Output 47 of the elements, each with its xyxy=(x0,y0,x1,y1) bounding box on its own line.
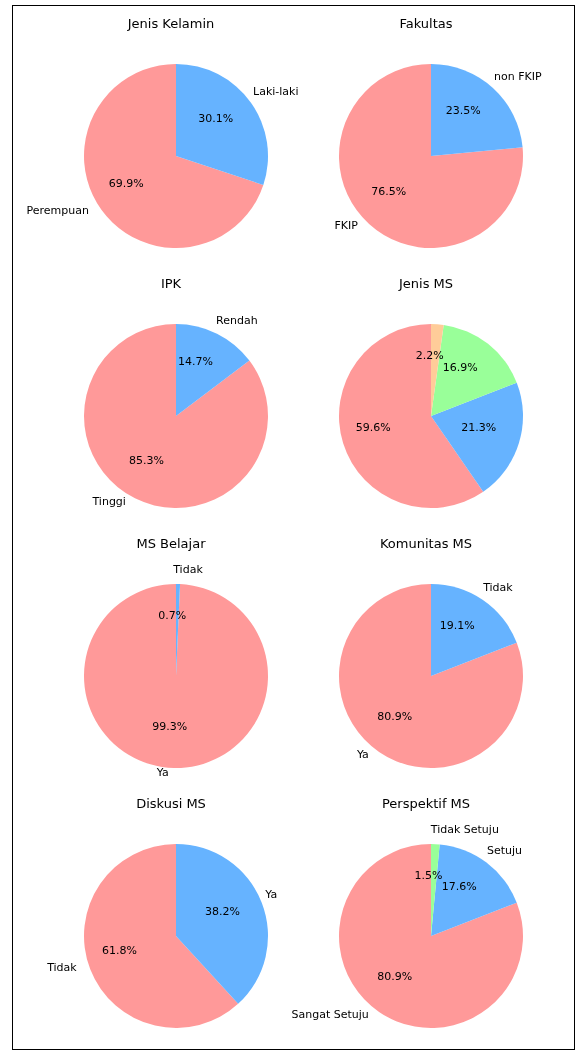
slice-label: Ya xyxy=(155,765,169,779)
data-label: 59.6% xyxy=(355,420,391,434)
chart-title: IPK xyxy=(159,276,183,291)
chart-title: Komunitas MS xyxy=(379,536,473,551)
slice-label: Tinggi xyxy=(91,495,126,509)
pie-slice xyxy=(339,584,523,768)
pie-slice xyxy=(176,324,250,416)
chart-title: MS Belajar xyxy=(135,536,207,551)
slice-label: Ya xyxy=(355,748,369,762)
pie-slice xyxy=(431,382,523,492)
data-label: 17.6% xyxy=(441,880,477,894)
data-label: 14.7% xyxy=(178,355,214,369)
slice-label: Sangat Setuju xyxy=(291,1008,369,1022)
slice-label: Laki-laki xyxy=(253,85,299,99)
data-label: 16.9% xyxy=(442,361,478,375)
slice-label: Tidak Setuju xyxy=(429,823,499,837)
data-label: 30.1% xyxy=(198,112,234,126)
data-label: 69.9% xyxy=(108,176,144,190)
data-label: 38.2% xyxy=(204,904,240,918)
pie-slice xyxy=(431,584,517,676)
slice-label: Tidak xyxy=(482,580,514,594)
slice-label: Ya xyxy=(264,887,278,901)
data-label: 85.3% xyxy=(128,453,164,467)
slice-label: Setuju xyxy=(487,843,523,857)
slice-label: Tidak xyxy=(172,563,204,577)
slice-label: non FKIP xyxy=(494,69,543,83)
pie-slice xyxy=(84,844,239,1028)
pie-slice xyxy=(84,324,268,508)
slice-label: Tidak xyxy=(46,961,78,975)
chart-title: Diskusi MS xyxy=(135,796,207,811)
slice-label: Rendah xyxy=(216,313,258,327)
data-label: 80.9% xyxy=(377,970,413,984)
data-label: 61.8% xyxy=(102,944,138,958)
data-label: 21.3% xyxy=(461,420,497,434)
pie-slice xyxy=(84,584,268,768)
slice-label: FKIP xyxy=(334,219,359,233)
data-label: 23.5% xyxy=(445,103,481,117)
chart-title: Jenis MS xyxy=(397,276,455,291)
slice-label: Perempuan xyxy=(26,203,89,217)
chart-title: Perspektif MS xyxy=(380,796,472,811)
chart-title: Jenis Kelamin xyxy=(126,16,216,31)
data-label: 80.9% xyxy=(377,710,413,724)
data-label: 99.3% xyxy=(152,719,188,733)
data-label: 76.5% xyxy=(371,185,407,199)
data-label: 19.1% xyxy=(439,618,475,632)
chart-title: Fakultas xyxy=(398,16,454,31)
data-label: 2.2% xyxy=(415,349,444,363)
